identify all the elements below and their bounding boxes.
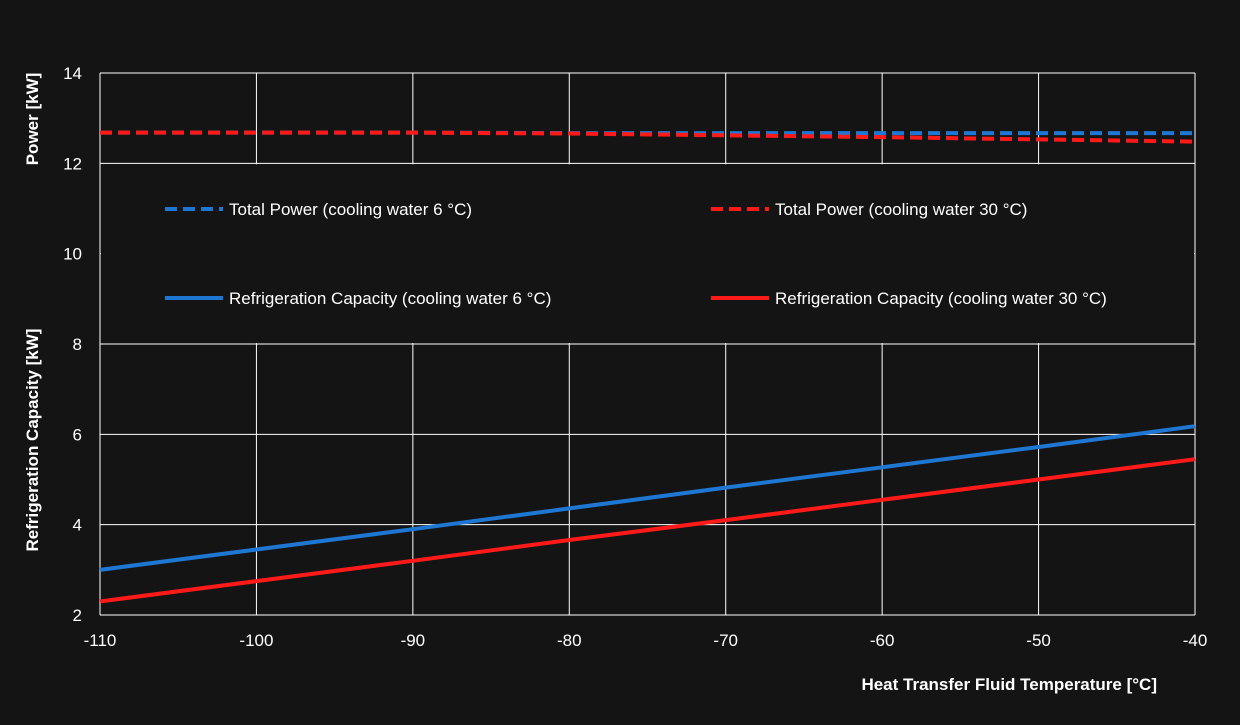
- x-tick-label-2: -90: [401, 631, 426, 650]
- y-tick-labels: 2 4 6 8 10 12 14: [63, 64, 82, 625]
- x-tick-labels: -110 -100 -90 -80 -70 -60 -50 -40: [84, 631, 1208, 650]
- x-tick-label-6: -50: [1026, 631, 1051, 650]
- y-tick-label-0: 2: [73, 606, 82, 625]
- x-axis-title: Heat Transfer Fluid Temperature [°C]: [861, 675, 1157, 694]
- series-lines: [99, 130, 1196, 604]
- y-axis-title-upper: Power [kW]: [23, 73, 42, 166]
- series-line-2: [99, 424, 1196, 572]
- x-tick-label-4: -70: [713, 631, 738, 650]
- legend: Total Power (cooling water 6 °C) Total Po…: [165, 200, 1107, 308]
- legend-area: [101, 164, 1194, 343]
- y-tick-label-5: 12: [63, 154, 82, 173]
- legend-label-3: Refrigeration Capacity (cooling water 30…: [775, 289, 1107, 308]
- x-tick-label-0: -110: [84, 631, 117, 650]
- x-tick-label-7: -40: [1183, 631, 1208, 650]
- y-axis-title-lower: Refrigeration Capacity [kW]: [23, 329, 42, 552]
- y-tick-label-4: 10: [63, 245, 82, 264]
- x-tick-label-3: -80: [557, 631, 582, 650]
- legend-label-0: Total Power (cooling water 6 °C): [229, 200, 472, 219]
- series-line-3: [99, 457, 1196, 604]
- legend-label-1: Total Power (cooling water 30 °C): [775, 200, 1027, 219]
- y-tick-label-2: 6: [73, 425, 82, 444]
- x-tick-label-1: -100: [239, 631, 273, 650]
- y-tick-label-6: 14: [63, 64, 82, 83]
- y-tick-label-3: 8: [73, 335, 82, 354]
- series-line-1: [100, 130, 1196, 144]
- legend-background: [101, 164, 1194, 343]
- x-tick-label-5: -60: [870, 631, 895, 650]
- legend-label-2: Refrigeration Capacity (cooling water 6 …: [229, 289, 551, 308]
- y-tick-label-1: 4: [73, 516, 82, 535]
